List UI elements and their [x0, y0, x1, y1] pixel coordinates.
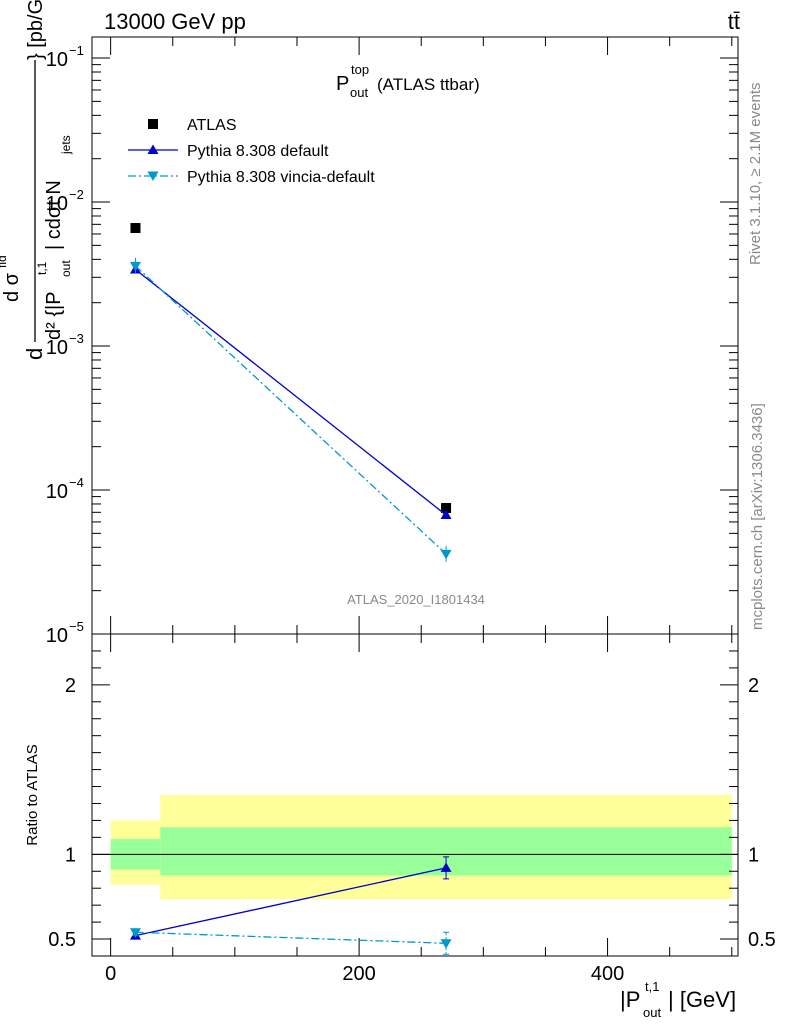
- legend-item-atlas: ATLAS: [148, 117, 237, 134]
- ratio-series-line: [135, 867, 447, 937]
- ytick-mantissa: 10: [46, 337, 68, 359]
- xlabel-sub: out: [643, 1005, 661, 1020]
- series-pythia-default: [129, 263, 452, 520]
- series-line: [135, 265, 447, 555]
- title-base: P: [336, 73, 349, 95]
- ytick-exponent: −5: [69, 619, 84, 634]
- data-point: [440, 509, 452, 520]
- ratio-series-pythia-vincia: [129, 928, 452, 955]
- header-process: tt̄: [728, 9, 740, 34]
- ylabel-denominator-sub: out: [59, 260, 73, 277]
- xtick-label: 200: [342, 963, 375, 985]
- ratio-ytick-label-right: 2: [748, 675, 759, 697]
- main-panel: 10−110−210−310−410−5 ATLAS_2020_I1801434…: [0, 0, 739, 647]
- chart-title: P top out (ATLAS ttbar): [336, 62, 480, 100]
- title-sup: top: [351, 62, 369, 77]
- mcplots-label: mcplots.cern.ch [arXiv:1306.3436]: [749, 403, 766, 630]
- header-energy: 13000 GeV pp: [104, 9, 246, 34]
- ytick-mantissa: 10: [46, 193, 68, 215]
- main-ytick-label: 10 −2: [46, 187, 84, 215]
- ratio-axis-ticks: 0.5 0.5 1 1 2 2 0 200 400: [48, 634, 776, 985]
- ylabel-numerator: d σ: [1, 272, 23, 302]
- legend-label-pythia-vincia: Pythia 8.308 vincia-default: [187, 169, 375, 186]
- ratio-ylabel: Ratio to ATLAS: [24, 744, 41, 845]
- ratio-ytick-label-right: 1: [748, 844, 759, 866]
- data-point: [129, 261, 141, 272]
- ylabel-denominator-tail: | cdσt N: [43, 180, 65, 250]
- series-atlas: [130, 223, 452, 514]
- title-sub: out: [350, 85, 368, 100]
- ylabel-units: } [pb/GeV]: [25, 0, 47, 60]
- ytick-exponent: −1: [69, 43, 84, 58]
- ytick-mantissa: 10: [46, 481, 68, 503]
- series-pythia-vincia: [129, 257, 452, 562]
- legend-label-pythia-default: Pythia 8.308 default: [187, 143, 329, 160]
- title-tail: (ATLAS ttbar): [377, 75, 480, 94]
- legend: ATLAS Pythia 8.308 default Pythia 8.308 …: [128, 117, 375, 186]
- ratio-ytick-label-left: 2: [65, 675, 76, 697]
- ytick-mantissa: 10: [46, 625, 68, 647]
- ytick-mantissa: 10: [46, 49, 68, 71]
- ylabel-d: d: [22, 348, 47, 360]
- ratio-ytick-label-left: 1: [65, 844, 76, 866]
- ylabel-denominator: d² {|P: [43, 291, 65, 340]
- ylabel-denominator-sub2: jets: [59, 135, 73, 155]
- xlabel-base: |P: [620, 987, 640, 1012]
- main-ylabel: d d σ fid d² {|P t,1 out | cdσt N jets }…: [0, 0, 73, 360]
- main-ytick-label: 10 −4: [46, 475, 84, 503]
- ratio-ytick-label-right: 0.5: [748, 929, 776, 951]
- xtick-label: 400: [591, 963, 624, 985]
- x-axis-label: |P t,1 out | [GeV]: [620, 979, 736, 1020]
- ratio-point: [129, 928, 141, 938]
- ytick-exponent: −4: [69, 475, 84, 490]
- ratio-series-pythia-default: [129, 856, 452, 940]
- xlabel-tail: | [GeV]: [668, 987, 736, 1012]
- data-point: [441, 503, 452, 514]
- ratio-bands: [92, 795, 738, 900]
- main-ytick-label: 10 −3: [46, 331, 84, 359]
- main-ytick-label: 10 −1: [46, 43, 84, 71]
- main-series: [129, 223, 452, 562]
- ratio-panel: 0.5 0.5 1 1 2 2 0 200 400 Ratio to ATLAS |P t,1 …: [24, 633, 776, 1020]
- legend-label-atlas: ATLAS: [187, 117, 237, 134]
- legend-marker-triangle-down: [147, 171, 159, 181]
- ratio-series-line: [135, 931, 447, 944]
- ytick-exponent: −2: [69, 187, 84, 202]
- series-line: [135, 268, 447, 516]
- rivet-version-label: Rivet 3.1.10, ≥ 2.1M events: [747, 83, 764, 266]
- data-point: [440, 549, 452, 560]
- main-axis-ticks: 10−110−210−310−410−5: [46, 37, 738, 647]
- ratio-ytick-label-left: 0.5: [48, 929, 76, 951]
- ylabel-numerator-sup: fid: [0, 255, 9, 268]
- ytick-exponent: −3: [69, 331, 84, 346]
- xlabel-sup: t,1: [645, 979, 659, 994]
- data-point: [130, 223, 141, 234]
- ratio-point: [440, 862, 452, 872]
- legend-item-pythia-default: Pythia 8.308 default: [128, 143, 329, 160]
- legend-marker-square: [148, 119, 158, 129]
- analysis-watermark: ATLAS_2020_I1801434: [347, 592, 485, 607]
- ratio-point: [440, 939, 452, 949]
- legend-marker-triangle-up: [147, 144, 159, 154]
- ylabel-denominator-sup: t,1: [35, 261, 49, 275]
- legend-item-pythia-vincia: Pythia 8.308 vincia-default: [128, 169, 375, 186]
- xtick-label: 0: [105, 963, 116, 985]
- ratio-frame: [91, 633, 739, 957]
- main-ytick-label: 10 −5: [46, 619, 84, 647]
- ratio-series: [129, 856, 452, 955]
